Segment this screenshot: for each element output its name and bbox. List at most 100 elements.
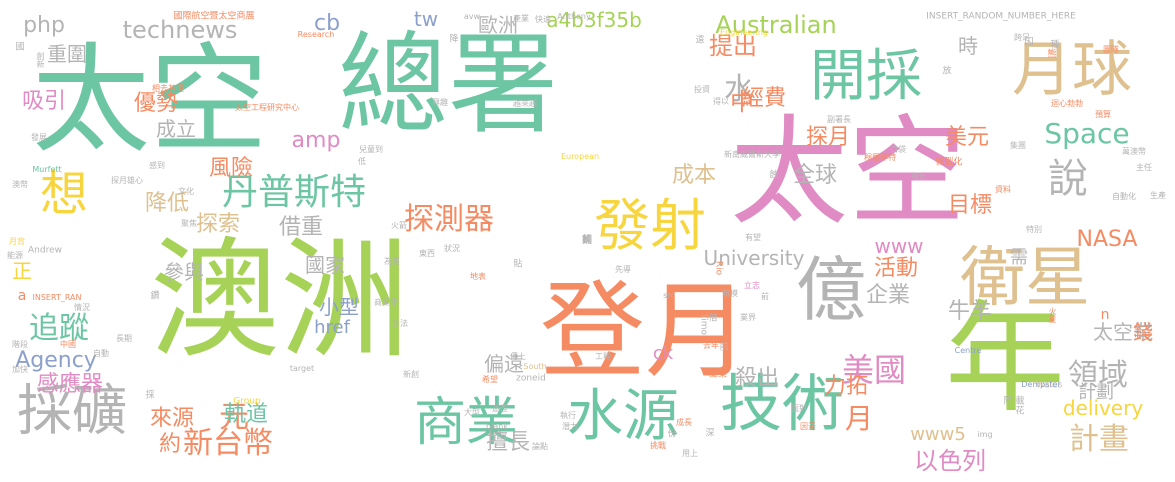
word-cloud-term: 能源 xyxy=(7,251,23,260)
word-cloud-term: 太空 xyxy=(31,31,269,169)
word-cloud-term: 生產 xyxy=(1150,191,1166,200)
word-cloud-term: 相去甚遠 xyxy=(152,84,184,93)
word-cloud-term: 全球 xyxy=(792,163,838,188)
word-cloud-term: 計劃 xyxy=(1078,382,1114,403)
word-cloud-term: 挑戰 xyxy=(650,441,666,450)
word-cloud-term: 探測器 xyxy=(404,202,494,237)
word-cloud-term: 正 xyxy=(12,259,32,283)
word-cloud-term: 軌道 xyxy=(223,402,269,427)
word-cloud-term: 經費 xyxy=(741,86,787,111)
word-cloud-term: zoneid xyxy=(516,373,546,384)
word-cloud-term: 工程 xyxy=(595,352,611,361)
word-cloud-term: 微型化 xyxy=(935,157,963,168)
word-cloud-term: 倍 xyxy=(708,313,718,324)
word-cloud-term: 自動化 xyxy=(1112,192,1136,201)
word-cloud-term: 貼 xyxy=(513,259,523,270)
word-cloud-term: 蝕 xyxy=(769,170,779,181)
word-cloud-term: 得以 xyxy=(713,97,729,106)
word-cloud-term: NASA xyxy=(1076,227,1138,252)
word-cloud-term: img xyxy=(977,430,993,439)
word-cloud-term: 種 xyxy=(1050,40,1060,51)
word-cloud-term: a4b3f35b xyxy=(546,8,642,32)
word-cloud-term: 深 xyxy=(705,428,715,439)
word-cloud-term: 牛羊 xyxy=(947,299,993,324)
word-cloud-term: 採 xyxy=(145,390,155,401)
word-cloud-term: 用上 xyxy=(682,449,698,458)
word-cloud-term: 小型 xyxy=(319,295,359,319)
word-cloud-term: 立志 xyxy=(744,281,760,290)
word-cloud-term: 遠 xyxy=(695,35,705,46)
word-cloud-term: 企業 xyxy=(865,283,911,308)
word-cloud-term: 有望 xyxy=(745,233,761,242)
word-cloud-term: 澳洲 xyxy=(149,224,411,376)
word-cloud-term: 中 xyxy=(730,88,754,116)
word-cloud-term: 文化 xyxy=(178,187,194,196)
word-cloud-term: 月球 xyxy=(1012,35,1132,105)
word-cloud-term: 殺出 xyxy=(734,366,780,391)
word-cloud-term: 產業 xyxy=(513,14,529,23)
word-cloud-term: University xyxy=(703,246,805,270)
word-cloud-term: 感應器 xyxy=(36,372,104,397)
word-cloud-term: 成立 xyxy=(156,117,196,141)
word-cloud-term: 國家 xyxy=(305,253,345,277)
word-cloud-term: cb xyxy=(313,11,341,36)
word-cloud-term: 國際航空暨太空商展 xyxy=(173,11,255,22)
word-cloud-term: 丹普斯特 xyxy=(221,172,367,213)
word-cloud-term: 商業 xyxy=(413,393,519,453)
word-cloud-term: Andrew xyxy=(28,245,62,256)
word-cloud-term: 感到 xyxy=(149,161,165,170)
word-cloud-term: 水源 xyxy=(567,384,679,449)
word-cloud-term: 成本 xyxy=(671,163,717,188)
word-cloud-term: 商業化 xyxy=(374,298,398,307)
word-cloud-term: 水 xyxy=(724,72,754,107)
word-cloud-term: 集團 xyxy=(1010,141,1026,150)
word-cloud-term: 興趣 xyxy=(432,98,448,107)
word-cloud-term: avw xyxy=(463,12,481,21)
word-cloud-term: amp xyxy=(291,128,341,153)
word-cloud-term: www5 xyxy=(910,424,966,445)
word-cloud-term: 火箭 xyxy=(391,221,407,230)
word-cloud-term: Timo xyxy=(698,313,709,335)
word-cloud-term: Research xyxy=(297,30,335,39)
word-cloud-term: 穆羅非特 xyxy=(864,153,896,162)
word-cloud-term: 聚焦 xyxy=(181,219,197,228)
word-cloud-term: 歐洲 xyxy=(478,13,518,37)
word-cloud-term: Group xyxy=(233,396,261,407)
word-cloud-term: 年 xyxy=(945,290,1065,429)
word-cloud-term: 低 xyxy=(358,157,366,166)
word-cloud-term: 長期 xyxy=(116,334,132,343)
word-cloud-term: INSERT_RANDOM_NUMBER_HERE xyxy=(926,11,1076,22)
word-cloud-term: 新創 xyxy=(403,370,419,379)
word-cloud-term: _blank xyxy=(482,422,508,431)
word-cloud-term: 風險 xyxy=(208,156,254,181)
word-cloud-term: 為業 xyxy=(384,257,400,266)
word-cloud-term: 份 xyxy=(667,429,677,440)
word-cloud-term: 領域 xyxy=(1068,358,1128,393)
word-cloud-term: Dempster xyxy=(1021,380,1061,389)
word-cloud-term: 副署長 xyxy=(827,115,851,124)
word-cloud-term: 擅長 xyxy=(485,430,531,455)
word-cloud-term: 越來越 xyxy=(513,99,537,108)
word-cloud-term: 兒童到 xyxy=(359,145,383,154)
word-cloud-term: 探索 xyxy=(195,212,241,237)
word-cloud-term: 預算 xyxy=(1095,110,1111,119)
word-cloud-term: 優勢 xyxy=(133,91,179,116)
word-cloud-term: href xyxy=(314,317,350,338)
word-cloud-term: 因素 xyxy=(800,422,816,431)
word-cloud-term: 時 xyxy=(958,34,978,58)
word-cloud-term: 國 xyxy=(15,42,25,53)
word-cloud-term: 跨足 xyxy=(1014,33,1030,42)
word-cloud-term: 東西 xyxy=(419,249,435,258)
word-cloud-term: 萬澳幣 xyxy=(1122,147,1146,156)
word-cloud-term: 以色列 xyxy=(914,447,986,475)
word-cloud-term: 重圍 xyxy=(47,42,87,66)
word-cloud-term: European xyxy=(560,152,600,161)
word-cloud-term: 迴心勃勃 xyxy=(1051,99,1083,108)
word-cloud-term: 新南威爾斯大學 xyxy=(724,150,780,159)
word-cloud-term: 約 xyxy=(158,432,182,457)
word-cloud-term: 業界 xyxy=(740,313,756,322)
word-cloud-term: 團隊 xyxy=(1103,45,1119,54)
word-cloud-term: Wales xyxy=(1035,380,1063,391)
word-cloud-term: 借重 xyxy=(278,215,324,240)
word-cloud-term: 來源 xyxy=(149,406,195,431)
